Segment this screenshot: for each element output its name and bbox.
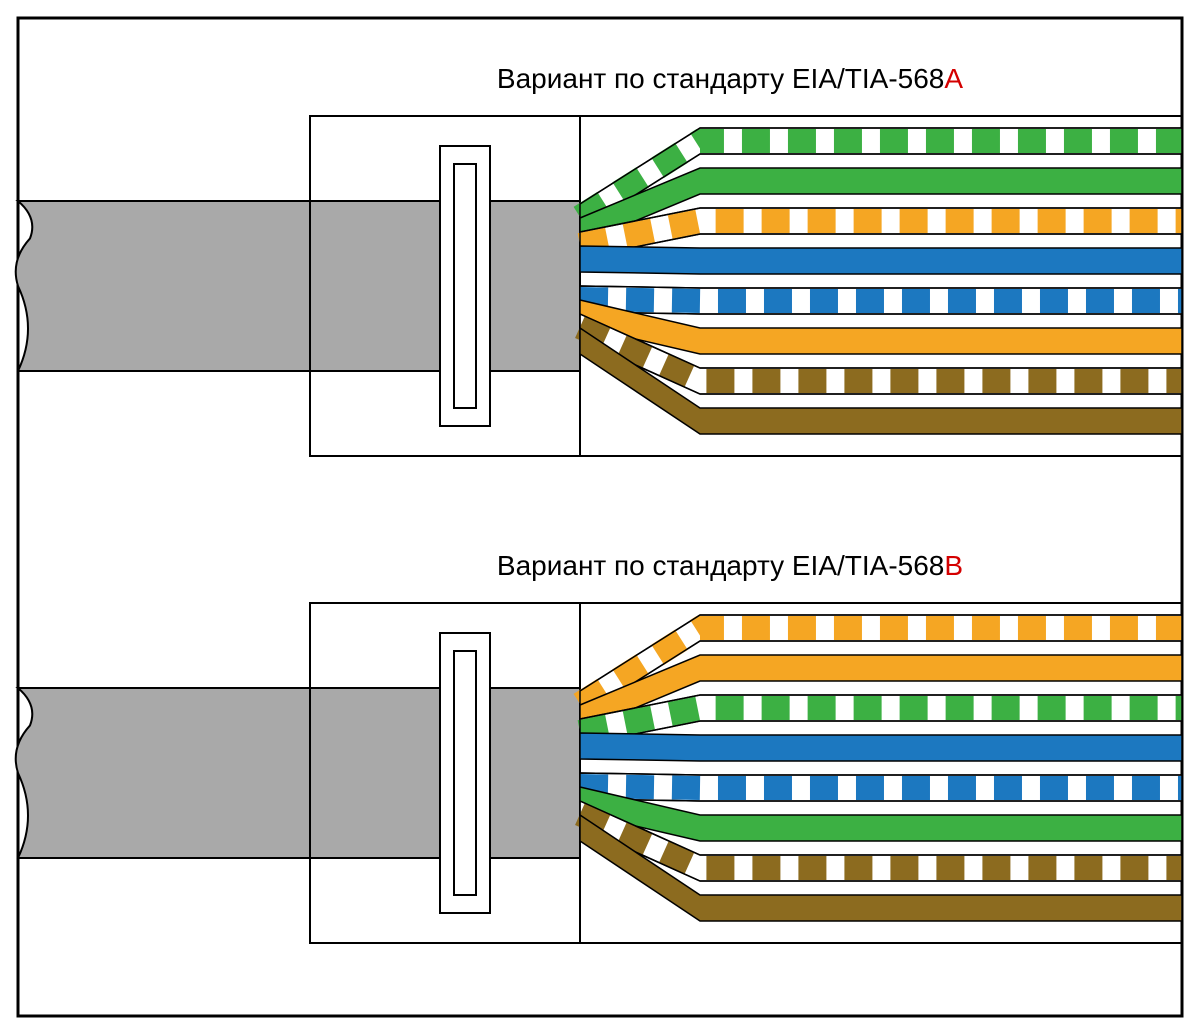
title-prefix: Вариант по стандарту EIA/TIA-568 — [497, 63, 944, 94]
rj45-wiring-diagram: Вариант по стандарту EIA/TIA-568AВариант… — [0, 0, 1200, 1034]
cable-jacket — [16, 688, 580, 858]
title-suffix: B — [944, 550, 963, 581]
cable-jacket — [16, 201, 580, 371]
wire-4 — [580, 733, 1182, 761]
title-suffix: A — [944, 63, 963, 94]
retention-clip-inner — [454, 164, 476, 408]
title-prefix: Вариант по стандарту EIA/TIA-568 — [497, 550, 944, 581]
retention-clip-inner — [454, 651, 476, 895]
standard-title: Вариант по стандарту EIA/TIA-568B — [497, 550, 963, 581]
wire-4 — [580, 246, 1182, 274]
standard-title: Вариант по стандарту EIA/TIA-568A — [497, 63, 963, 94]
